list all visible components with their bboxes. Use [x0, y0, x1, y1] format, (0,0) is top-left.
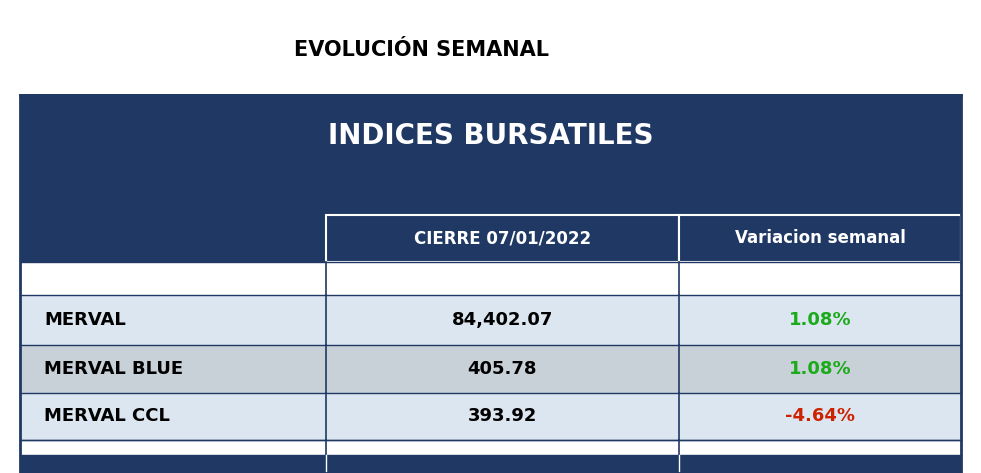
Text: MERVAL BLUE: MERVAL BLUE	[44, 360, 183, 378]
Text: 1.08%: 1.08%	[789, 311, 852, 329]
Text: 1.08%: 1.08%	[789, 360, 852, 378]
Bar	[20, 345, 961, 393]
Bar	[20, 455, 961, 473]
Text: 84,402.07: 84,402.07	[451, 311, 553, 329]
Text: INDICES BURSATILES: INDICES BURSATILES	[328, 122, 653, 150]
Text: Variacion semanal: Variacion semanal	[735, 229, 905, 247]
Bar	[326, 215, 679, 262]
Bar	[20, 393, 961, 440]
Bar	[20, 295, 961, 345]
Text: CIERRE 07/01/2022: CIERRE 07/01/2022	[414, 229, 591, 247]
Text: -4.64%: -4.64%	[785, 407, 855, 426]
Text: 405.78: 405.78	[468, 360, 537, 378]
Bar	[20, 95, 961, 215]
Text: MERVAL: MERVAL	[44, 311, 126, 329]
Text: EVOLUCIÓN SEMANAL: EVOLUCIÓN SEMANAL	[294, 40, 549, 60]
Text: 393.92: 393.92	[468, 407, 537, 426]
Bar	[20, 95, 961, 473]
Bar	[20, 440, 961, 455]
Text: MERVAL CCL: MERVAL CCL	[44, 407, 170, 426]
Bar	[679, 215, 961, 262]
Bar	[20, 262, 961, 295]
Bar	[20, 215, 326, 262]
